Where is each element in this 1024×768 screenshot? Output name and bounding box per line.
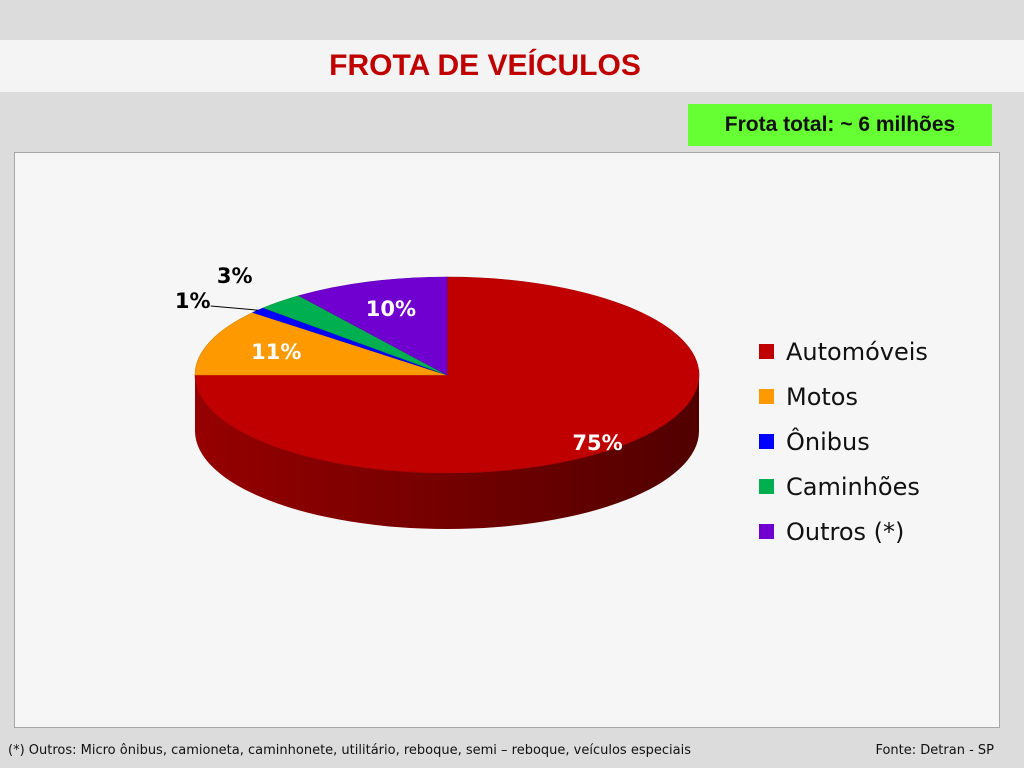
fleet-total-badge: Frota total: ~ 6 milhões bbox=[688, 104, 992, 146]
legend-label: Ônibus bbox=[786, 427, 870, 456]
pie-side-walls bbox=[195, 375, 699, 529]
legend-label: Automóveis bbox=[786, 337, 928, 366]
pie-top-faces bbox=[194, 276, 700, 474]
legend-swatch bbox=[759, 389, 774, 404]
pie-label-4: 10% bbox=[366, 297, 416, 321]
pie-chart: 75% 11% 1%3% 10% bbox=[175, 264, 700, 529]
legend-item: Caminhões bbox=[759, 464, 928, 509]
legend-swatch bbox=[759, 524, 774, 539]
pie-label-3: 3% bbox=[217, 264, 253, 288]
pie-leader-line-2 bbox=[210, 305, 259, 311]
legend-swatch bbox=[759, 344, 774, 359]
legend-item: Outros (*) bbox=[759, 509, 928, 554]
legend-label: Outros (*) bbox=[786, 517, 905, 546]
legend-item: Automóveis bbox=[759, 329, 928, 374]
legend-swatch bbox=[759, 434, 774, 449]
pie-label-1: 11% bbox=[251, 340, 301, 364]
chart-panel: 75% 11% 1% 3% 10% Automóveis Motos Ônibus Camin… bbox=[14, 152, 1000, 728]
footnote: (*) Outros: Micro ônibus, camioneta, cam… bbox=[8, 743, 691, 758]
title-bar: FROTA DE VEÍCULOS bbox=[0, 40, 1024, 92]
legend-item: Motos bbox=[759, 374, 928, 419]
legend-label: Caminhões bbox=[786, 472, 920, 501]
chart-legend: Automóveis Motos Ônibus Caminhões Outros (*) bbox=[759, 329, 928, 554]
legend-swatch bbox=[759, 479, 774, 494]
pie-slice-1 bbox=[194, 312, 448, 376]
source-note: Fonte: Detran - SP bbox=[875, 743, 994, 758]
pie-label-2: 1% bbox=[175, 289, 211, 313]
pie-label-0: 75% bbox=[572, 431, 622, 455]
pie-slice-4 bbox=[298, 276, 448, 376]
page-title: FROTA DE VEÍCULOS bbox=[329, 49, 641, 82]
pie-side-0 bbox=[195, 375, 699, 529]
legend-item: Ônibus bbox=[759, 419, 928, 464]
legend-label: Motos bbox=[786, 382, 858, 411]
